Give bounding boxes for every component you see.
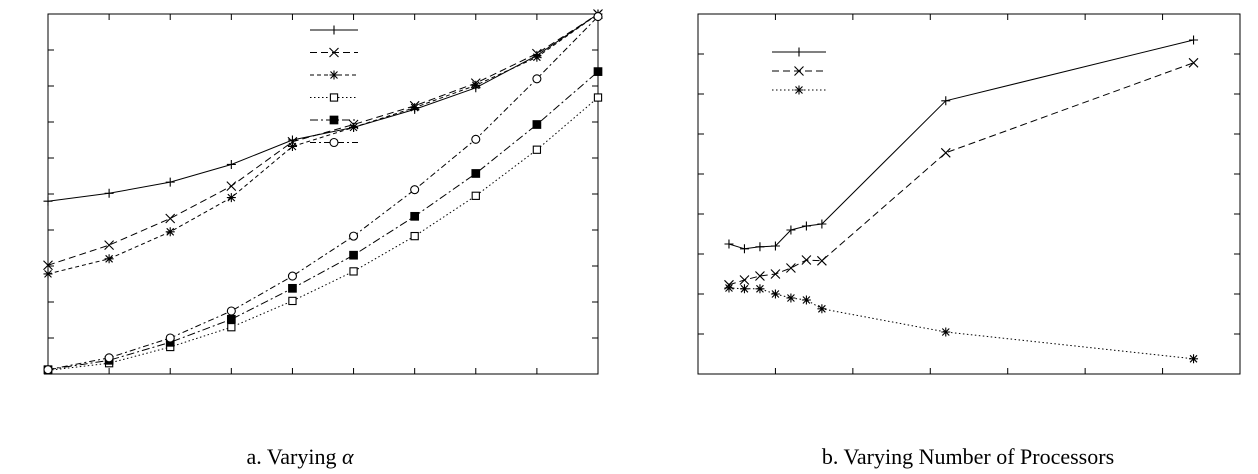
data-point xyxy=(410,185,420,195)
data-point xyxy=(786,263,796,273)
data-point xyxy=(816,255,827,266)
legend-marker xyxy=(329,25,339,35)
legend-marker xyxy=(329,70,339,80)
data-point xyxy=(43,260,53,271)
panel-b-caption: b. Varying Number of Processors xyxy=(822,444,1114,469)
data-point xyxy=(532,120,542,129)
data-point xyxy=(43,269,53,279)
data-point xyxy=(104,254,114,264)
data-point xyxy=(471,80,481,90)
series-line xyxy=(47,16,599,371)
data-point xyxy=(227,323,236,332)
data-point xyxy=(410,103,420,113)
data-point xyxy=(1189,354,1199,364)
data-point xyxy=(349,267,358,276)
data-point xyxy=(471,169,481,178)
legend-marker xyxy=(794,66,804,76)
data-point xyxy=(801,255,812,265)
legend-marker xyxy=(794,47,804,57)
data-point xyxy=(801,221,811,231)
data-point xyxy=(288,283,297,293)
data-point xyxy=(165,177,175,187)
data-point xyxy=(739,275,750,285)
data-point xyxy=(532,74,542,84)
legend-marker xyxy=(329,93,339,102)
series-line xyxy=(47,13,599,266)
data-point xyxy=(226,193,236,203)
data-point xyxy=(786,293,796,303)
series-line xyxy=(728,62,1194,286)
panel-a-gaussian-alpha-chart xyxy=(43,9,603,375)
data-point xyxy=(770,269,781,279)
data-point xyxy=(410,231,419,241)
data-point xyxy=(287,136,298,147)
data-point xyxy=(165,227,175,237)
data-point xyxy=(532,52,542,62)
data-point xyxy=(593,67,603,76)
panel-b-processors-chart xyxy=(697,13,1241,375)
data-point xyxy=(739,244,749,254)
data-point xyxy=(226,306,236,316)
series-line xyxy=(47,97,599,371)
data-point xyxy=(724,283,734,293)
data-point xyxy=(226,314,236,324)
series-line xyxy=(47,13,599,202)
data-point xyxy=(226,181,237,191)
data-point xyxy=(43,365,53,375)
data-point xyxy=(755,242,765,252)
data-point xyxy=(471,191,480,200)
data-point xyxy=(770,289,780,299)
legend-marker xyxy=(794,85,804,95)
data-point xyxy=(532,145,542,154)
series-line xyxy=(47,71,599,371)
data-point xyxy=(288,296,297,306)
legend-marker xyxy=(329,115,339,125)
data-point xyxy=(817,219,827,229)
data-point xyxy=(941,96,951,106)
data-point xyxy=(755,271,765,281)
data-point xyxy=(104,188,114,198)
data-point xyxy=(287,271,297,281)
data-point xyxy=(941,327,951,337)
data-point xyxy=(349,231,359,241)
data-point xyxy=(940,147,951,158)
data-point xyxy=(349,122,359,132)
data-point xyxy=(104,240,114,251)
legend-marker xyxy=(329,137,339,148)
data-point xyxy=(801,295,811,305)
data-point xyxy=(1188,57,1199,68)
data-point xyxy=(786,225,796,235)
data-point xyxy=(287,141,297,151)
data-point xyxy=(104,353,114,363)
data-point xyxy=(755,284,765,294)
data-point xyxy=(593,93,603,102)
data-point xyxy=(349,250,358,260)
legend-marker xyxy=(329,47,339,58)
data-point xyxy=(724,239,734,249)
data-point xyxy=(1189,35,1199,45)
data-point xyxy=(471,134,481,144)
series-line xyxy=(47,13,599,275)
data-point xyxy=(43,196,53,206)
plot-frame xyxy=(697,13,1241,375)
data-point xyxy=(770,241,780,251)
plot-frame xyxy=(47,13,599,375)
series-line xyxy=(728,287,1194,360)
data-point xyxy=(817,304,827,314)
data-point xyxy=(593,11,603,22)
panel-a-caption: a. Varying α xyxy=(246,444,354,469)
data-point xyxy=(165,333,175,343)
data-point xyxy=(226,159,236,169)
data-point xyxy=(739,284,749,294)
data-point xyxy=(410,211,420,221)
data-point xyxy=(165,213,176,224)
